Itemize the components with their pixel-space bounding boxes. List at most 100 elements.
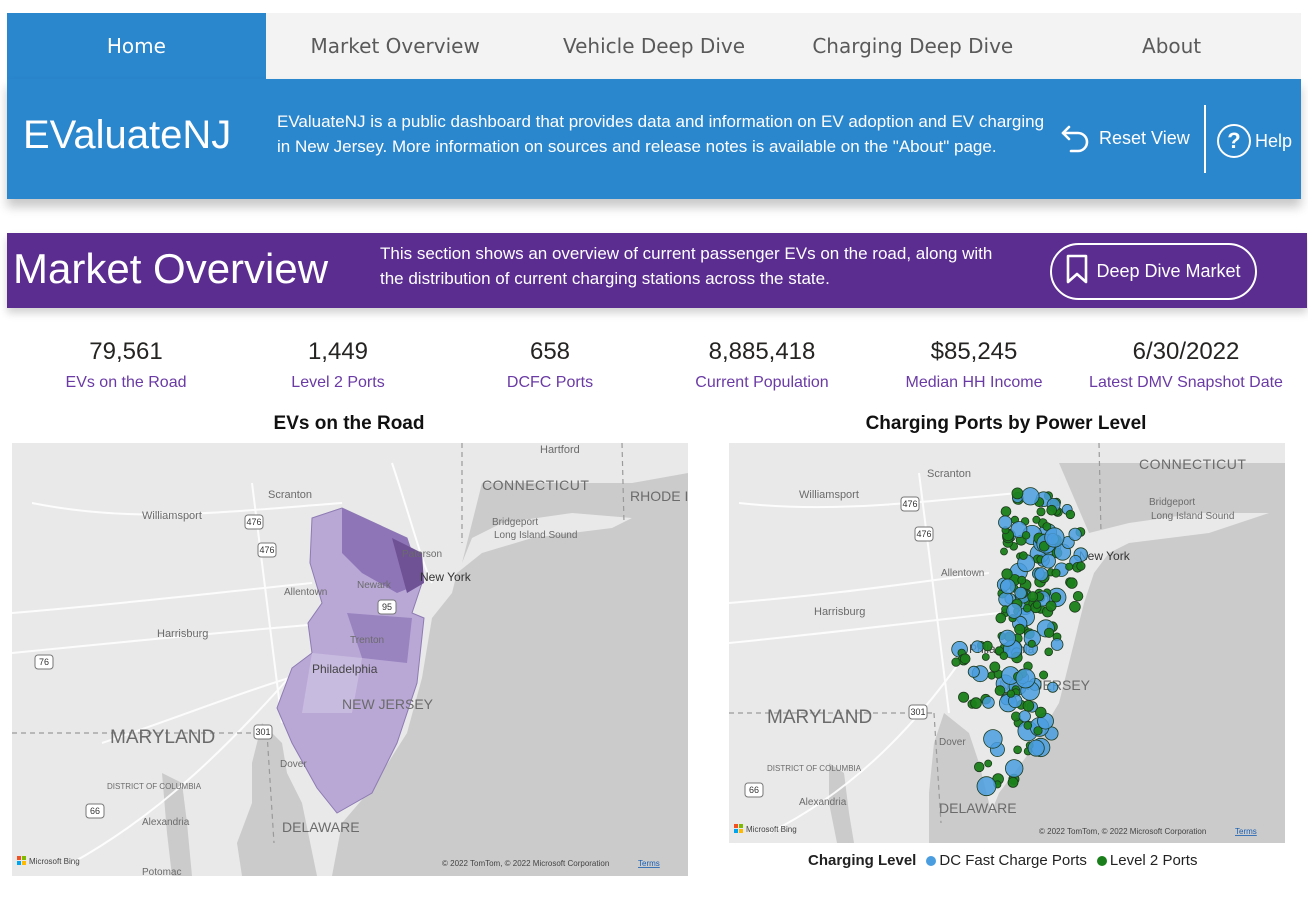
help-icon: ?	[1217, 124, 1251, 158]
dcfc-station-dot[interactable]	[976, 776, 997, 797]
dcfc-station-dot[interactable]	[1014, 586, 1027, 600]
level2-station-dot[interactable]	[1022, 699, 1035, 712]
dcfc-station-dot[interactable]	[1021, 487, 1040, 506]
dcfc-station-dot[interactable]	[983, 729, 1003, 749]
dcfc-station-dot[interactable]	[998, 515, 1013, 530]
tab-about[interactable]: About	[1142, 34, 1202, 58]
level2-station-dot[interactable]	[1033, 726, 1043, 736]
level2-station-dot[interactable]	[994, 685, 1006, 696]
level2-station-dot[interactable]	[1065, 509, 1076, 520]
level2-station-dot[interactable]	[995, 612, 1007, 624]
level2-station-dot[interactable]	[1032, 515, 1041, 524]
level2-station-dot[interactable]	[1027, 639, 1036, 648]
level2-station-dot[interactable]	[1000, 506, 1012, 517]
map-label: Allentown	[941, 568, 984, 579]
level2-station-dot[interactable]	[1001, 568, 1013, 580]
level2-station-dot[interactable]	[1046, 504, 1058, 516]
legend-item-level2[interactable]: Level 2 Ports	[1096, 852, 1197, 869]
section-description: This section shows an overview of curren…	[380, 244, 993, 288]
legend-item-dcfc[interactable]: DC Fast Charge Ports	[926, 852, 1087, 869]
dcfc-station-dot[interactable]	[1000, 578, 1016, 595]
level2-station-dot[interactable]	[1019, 551, 1028, 560]
level2-station-dot[interactable]	[1006, 689, 1015, 698]
level2-station-dot[interactable]	[1036, 507, 1046, 517]
ev-choropleth-map[interactable]: Hartford CONNECTICUT RHODE ISLAND Scrant…	[12, 443, 688, 876]
level2-station-dot[interactable]	[999, 651, 1008, 660]
level2-station-dot[interactable]	[982, 640, 993, 652]
level2-station-dot[interactable]	[1035, 706, 1047, 719]
kpi-dmv-snapshot: 6/30/2022 Latest DMV Snapshot Date	[1089, 338, 1283, 392]
level2-station-dot[interactable]	[1011, 487, 1024, 500]
level2-station-dot[interactable]	[1051, 568, 1061, 578]
dcfc-station-dot[interactable]	[1047, 681, 1059, 693]
dcfc-station-dot[interactable]	[1034, 567, 1049, 582]
dcfc-station-dot[interactable]	[971, 640, 984, 654]
level2-station-dot[interactable]	[1017, 575, 1027, 585]
tab-home[interactable]: Home	[7, 13, 266, 79]
deep-dive-market-button[interactable]: Deep Dive Market	[1050, 243, 1257, 300]
reset-view-button[interactable]: Reset View	[1059, 119, 1190, 158]
dcfc-station-dot[interactable]	[1050, 638, 1064, 651]
level2-station-dot[interactable]	[1014, 623, 1026, 635]
bing-logo	[734, 824, 743, 833]
help-button[interactable]: ? Help	[1217, 124, 1292, 158]
level2-station-dot[interactable]	[1021, 531, 1031, 540]
highway-shield: 476	[259, 545, 274, 555]
level2-station-dot[interactable]	[1013, 745, 1022, 755]
level2-station-dot[interactable]	[1045, 600, 1057, 612]
dcfc-station-dot[interactable]	[1018, 710, 1031, 723]
nj-county-light	[302, 653, 362, 713]
map-label: Paterson	[402, 549, 442, 560]
dcfc-station-dot[interactable]	[1005, 759, 1024, 778]
level2-station-dot[interactable]	[989, 661, 1001, 673]
level2-station-dot[interactable]	[1032, 600, 1042, 609]
kpi-label: Current Population	[695, 374, 829, 391]
tab-charging-deep-dive[interactable]: Charging Deep Dive	[812, 34, 1014, 58]
level2-station-dot[interactable]	[970, 697, 982, 709]
copyright: © 2022 TomTom, © 2022 Microsoft Corporat…	[442, 859, 609, 868]
level2-station-dot[interactable]	[959, 653, 971, 665]
level2-station-dot[interactable]	[1007, 776, 1019, 788]
dcfc-station-dot[interactable]	[1027, 739, 1045, 757]
kpi-label: Median HH Income	[905, 374, 1043, 391]
section-banner: Market Overview This section shows an ov…	[7, 233, 1307, 308]
level2-station-dot[interactable]	[1050, 592, 1062, 603]
map-label: Williamsport	[799, 489, 859, 501]
level2-station-dot[interactable]	[1043, 627, 1055, 638]
level2-station-dot[interactable]	[984, 759, 993, 768]
dcfc-station-dot[interactable]	[1044, 527, 1065, 548]
tab-market-overview[interactable]: Market Overview	[310, 34, 480, 58]
dcfc-station-dot[interactable]	[1006, 602, 1023, 619]
tab-vehicle-deep-dive[interactable]: Vehicle Deep Dive	[562, 34, 746, 58]
charging-ports-map[interactable]: Scranton CONNECTICUT Williamsport Bridge…	[729, 443, 1285, 843]
level2-station-dot[interactable]	[981, 653, 990, 661]
level2-station-dot[interactable]	[1076, 561, 1086, 571]
nj-county-medium	[347, 613, 412, 663]
bookmark-icon	[1066, 254, 1088, 289]
level2-station-dot[interactable]	[1044, 647, 1054, 657]
level2-station-dot[interactable]	[1039, 670, 1049, 680]
header-divider	[1204, 105, 1206, 173]
level2-station-dot[interactable]	[1023, 721, 1033, 730]
dcfc-station-dot[interactable]	[967, 665, 980, 678]
level2-station-dot[interactable]	[1072, 590, 1084, 602]
dcfc-station-dot[interactable]	[1041, 553, 1056, 569]
level2-station-dot[interactable]	[958, 691, 970, 703]
level2-station-dot[interactable]	[1065, 562, 1074, 571]
map-label: Long Island Sound	[494, 530, 577, 541]
chesapeake-bay	[162, 773, 192, 876]
level2-station-dot[interactable]	[951, 657, 961, 667]
dcfc-station-dot[interactable]	[1015, 668, 1036, 689]
level2-station-dot[interactable]	[1069, 601, 1081, 613]
map-label: Harrisburg	[814, 606, 865, 618]
level2-station-dot[interactable]	[1000, 547, 1008, 556]
dcfc-station-dot[interactable]	[1068, 527, 1082, 541]
dcfc-station-dot[interactable]	[998, 629, 1016, 647]
level2-station-dot[interactable]	[1066, 577, 1078, 589]
level2-station-dot[interactable]	[1027, 591, 1039, 603]
level2-station-dot[interactable]	[973, 761, 985, 773]
dcfc-station-dot[interactable]	[982, 696, 995, 709]
level2-station-dot[interactable]	[1042, 522, 1052, 531]
level2-station-dot[interactable]	[1023, 604, 1032, 613]
ocean-area	[332, 473, 688, 876]
